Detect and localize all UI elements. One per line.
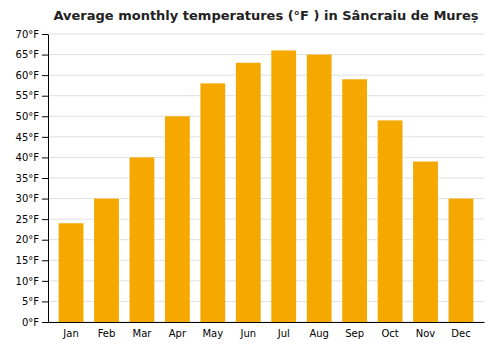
y-tick-mark: [42, 34, 48, 35]
chart: 0°F 5°F 10°F 15°F 20°F 25°F 30°F 35°F 40°F 45°F 50…: [0, 0, 500, 350]
x-tick: Sep: [345, 322, 364, 339]
y-tick: 40°F: [16, 152, 48, 163]
chart-container: 0°F 5°F 10°F 15°F 20°F 25°F 30°F 35°F 40°F 45°F 50…: [0, 0, 500, 350]
x-tick: Aug: [309, 322, 329, 339]
y-tick: 5°F: [22, 296, 48, 307]
x-tick: Apr: [169, 322, 187, 339]
grid-line: [48, 95, 484, 96]
y-tick-mark: [42, 199, 48, 200]
y-tick: 60°F: [16, 70, 48, 81]
y-tick-mark: [42, 219, 48, 220]
x-tick-label: Sep: [345, 328, 364, 339]
y-tick-label: 30°F: [16, 193, 40, 204]
y-tick-mark: [42, 75, 48, 76]
y-tick-label: 15°F: [16, 255, 40, 266]
x-tick-label: Oct: [381, 328, 398, 339]
x-tick: Nov: [416, 322, 436, 339]
y-tick: 65°F: [16, 49, 48, 60]
bars: [59, 50, 474, 322]
y-tick: 10°F: [16, 276, 48, 287]
y-tick-mark: [42, 157, 48, 158]
y-tick-mark: [42, 260, 48, 261]
bar: [342, 79, 367, 322]
y-tick-label: 60°F: [16, 70, 40, 81]
y-tick: 20°F: [16, 234, 48, 245]
y-tick-label: 55°F: [16, 90, 40, 101]
y-tick-mark: [42, 322, 48, 323]
x-tick-label: Apr: [169, 328, 187, 339]
grid-line: [48, 54, 484, 55]
grid-line: [48, 157, 484, 158]
grid-line: [48, 116, 484, 117]
x-tick: Mar: [132, 322, 152, 339]
x-tick-label: Jan: [62, 328, 78, 339]
x-axis-line: [49, 322, 485, 323]
x-tick: Jun: [239, 322, 256, 339]
y-tick-label: 45°F: [16, 132, 40, 143]
grid-line: [48, 34, 484, 35]
title: Average monthly temperatures (°F ) in Sâ…: [53, 8, 478, 23]
bar: [94, 199, 119, 322]
x-tick-label: Dec: [451, 328, 470, 339]
y-tick-label: 25°F: [16, 214, 40, 225]
x-tick-label: Jul: [277, 328, 290, 339]
y-tick: 15°F: [16, 255, 48, 266]
y-tick-mark: [42, 137, 48, 138]
y-tick-mark: [42, 301, 48, 302]
y-tick: 45°F: [16, 132, 48, 143]
y-tick-label: 5°F: [22, 296, 39, 307]
y-tick-mark: [42, 240, 48, 241]
y-tick-label: 50°F: [16, 111, 40, 122]
x-tick: May: [202, 322, 223, 339]
x-axis: Jan Feb Mar Apr May Jun Jul Aug Sep Oct Nov Dec: [49, 322, 485, 339]
bar: [413, 162, 438, 322]
bar: [59, 223, 84, 322]
y-tick-label: 20°F: [16, 234, 40, 245]
y-tick: 0°F: [22, 317, 48, 328]
y-axis-line: [48, 35, 49, 323]
y-tick-label: 0°F: [22, 317, 39, 328]
y-tick-label: 10°F: [16, 276, 40, 287]
bar: [307, 55, 332, 322]
bar: [130, 157, 155, 322]
x-tick: Jul: [277, 322, 290, 339]
y-tick-label: 65°F: [16, 49, 40, 60]
bar: [378, 120, 403, 322]
y-tick-mark: [42, 281, 48, 282]
y-tick-label: 40°F: [16, 152, 40, 163]
grid-line: [48, 136, 484, 137]
x-tick: Oct: [381, 322, 398, 339]
y-tick: 25°F: [16, 214, 48, 225]
y-tick: 30°F: [16, 193, 48, 204]
grid-line: [48, 75, 484, 76]
y-tick-mark: [42, 55, 48, 56]
bar: [271, 50, 296, 322]
y-tick-mark: [42, 96, 48, 97]
x-tick: Feb: [98, 322, 116, 339]
bar: [200, 83, 225, 322]
y-tick-label: 70°F: [16, 29, 40, 40]
x-tick-label: Nov: [416, 328, 436, 339]
y-tick: 55°F: [16, 90, 48, 101]
y-axis: 0°F 5°F 10°F 15°F 20°F 25°F 30°F 35°F 40°F 45°F 50…: [16, 29, 49, 328]
x-tick-label: May: [202, 328, 223, 339]
bar: [165, 116, 190, 322]
grid: [48, 34, 484, 322]
y-tick-mark: [42, 116, 48, 117]
y-tick: 70°F: [16, 29, 48, 40]
bar: [449, 199, 474, 322]
x-tick-label: Feb: [98, 328, 116, 339]
y-tick: 50°F: [16, 111, 48, 122]
x-tick: Jan: [62, 322, 78, 339]
x-tick: Dec: [451, 322, 470, 339]
y-tick-label: 35°F: [16, 173, 40, 184]
x-tick-label: Mar: [132, 328, 152, 339]
x-tick-label: Jun: [239, 328, 256, 339]
y-tick: 35°F: [16, 173, 48, 184]
y-tick-mark: [42, 178, 48, 179]
x-tick-label: Aug: [309, 328, 329, 339]
bar: [236, 63, 261, 322]
